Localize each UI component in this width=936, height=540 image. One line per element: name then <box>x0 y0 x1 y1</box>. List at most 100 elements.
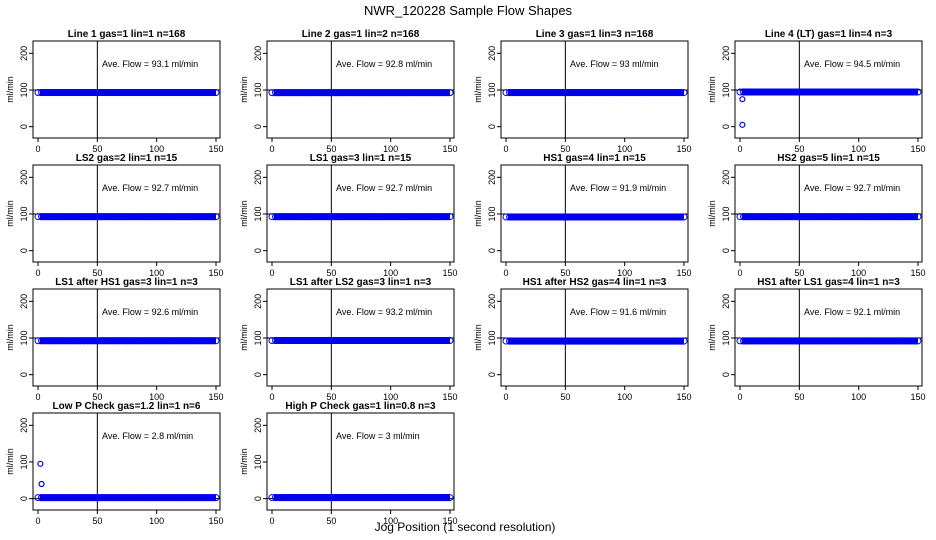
data-point <box>779 88 787 96</box>
data-point <box>552 337 560 345</box>
data-point <box>439 213 447 221</box>
data-point <box>109 337 117 345</box>
data-point <box>48 494 56 502</box>
data-point <box>605 337 613 345</box>
y-axis-label: ml/min <box>473 76 483 103</box>
data-point <box>868 213 876 221</box>
data-point <box>516 89 524 97</box>
data-point <box>212 494 220 502</box>
data-point <box>432 336 440 344</box>
data-point <box>159 337 167 345</box>
data-point <box>871 88 879 96</box>
data-point <box>754 337 762 345</box>
data-point <box>403 213 411 221</box>
data-point <box>307 213 315 221</box>
data-point <box>329 336 337 344</box>
data-point <box>789 213 797 221</box>
data-point <box>403 494 411 502</box>
ave-flow-annotation: Ave. Flow = 3 ml/min <box>336 431 420 441</box>
data-point <box>304 213 312 221</box>
data-point <box>425 494 433 502</box>
data-point <box>846 213 854 221</box>
y-tick-label: 200 <box>253 418 263 433</box>
data-point <box>198 494 206 502</box>
data-point <box>48 337 56 345</box>
panel-13: Low P Check gas=1.2 lin=1 n=6 0 50 100 150 0 1… <box>5 401 223 526</box>
data-point <box>66 337 74 345</box>
data-point <box>95 89 103 97</box>
data-point <box>343 213 351 221</box>
x-tick-label: 150 <box>442 268 457 278</box>
panel-title: Line 2 gas=1 lin=2 n=168 <box>302 29 420 40</box>
ave-flow-annotation: Ave. Flow = 93.2 ml/min <box>336 307 432 317</box>
data-point <box>662 213 670 221</box>
data-point <box>343 89 351 97</box>
data-point <box>336 89 344 97</box>
data-point <box>612 213 620 221</box>
data-point <box>864 88 872 96</box>
data-point <box>393 213 401 221</box>
data-point <box>779 213 787 221</box>
data-point <box>623 213 631 221</box>
data-point <box>59 89 67 97</box>
data-point <box>137 494 145 502</box>
data-point <box>630 89 638 97</box>
data-point <box>829 337 837 345</box>
data-point <box>173 89 181 97</box>
data-point <box>818 213 826 221</box>
data-point <box>418 336 426 344</box>
data-point <box>520 337 528 345</box>
data-point <box>123 213 131 221</box>
data-point <box>446 89 454 97</box>
x-tick-label: 0 <box>503 268 508 278</box>
data-point <box>530 89 538 97</box>
data-point <box>793 337 801 345</box>
data-point <box>325 213 333 221</box>
data-point <box>84 89 92 97</box>
data-point <box>84 213 92 221</box>
data-point <box>407 336 415 344</box>
data-point <box>98 213 106 221</box>
data-point <box>45 213 53 221</box>
data-point <box>311 89 319 97</box>
data-point <box>364 89 372 97</box>
data-point <box>385 494 393 502</box>
data-point <box>194 213 202 221</box>
data-point <box>907 337 915 345</box>
x-tick-label: 0 <box>35 268 40 278</box>
data-point <box>577 213 585 221</box>
data-point <box>821 88 829 96</box>
data-point <box>378 89 386 97</box>
panel-title: Line 4 (LT) gas=1 lin=4 n=3 <box>765 29 893 40</box>
data-point <box>538 213 546 221</box>
data-point <box>80 89 88 97</box>
y-tick-label: 100 <box>19 82 29 97</box>
data-point <box>350 336 358 344</box>
data-point <box>112 494 120 502</box>
y-tick-label: 200 <box>487 46 497 61</box>
data-point <box>577 89 585 97</box>
data-point <box>268 494 276 502</box>
x-tick-label: 150 <box>910 268 925 278</box>
data-point <box>279 213 287 221</box>
ave-flow-annotation: Ave. Flow = 92.7 ml/min <box>102 183 198 193</box>
data-point <box>634 337 642 345</box>
data-point <box>151 494 159 502</box>
data-point <box>98 89 106 97</box>
data-point <box>634 213 642 221</box>
data-point <box>509 337 517 345</box>
y-tick-label: 0 <box>19 124 29 129</box>
data-point <box>98 494 106 502</box>
data-point <box>857 88 865 96</box>
data-point <box>127 494 135 502</box>
data-point <box>584 337 592 345</box>
data-point <box>577 337 585 345</box>
data-point <box>55 89 63 97</box>
data-point <box>375 213 383 221</box>
data-point <box>506 89 514 97</box>
data-point <box>184 213 192 221</box>
data-point <box>166 213 174 221</box>
y-axis-label: ml/min <box>473 324 483 351</box>
data-point <box>80 337 88 345</box>
